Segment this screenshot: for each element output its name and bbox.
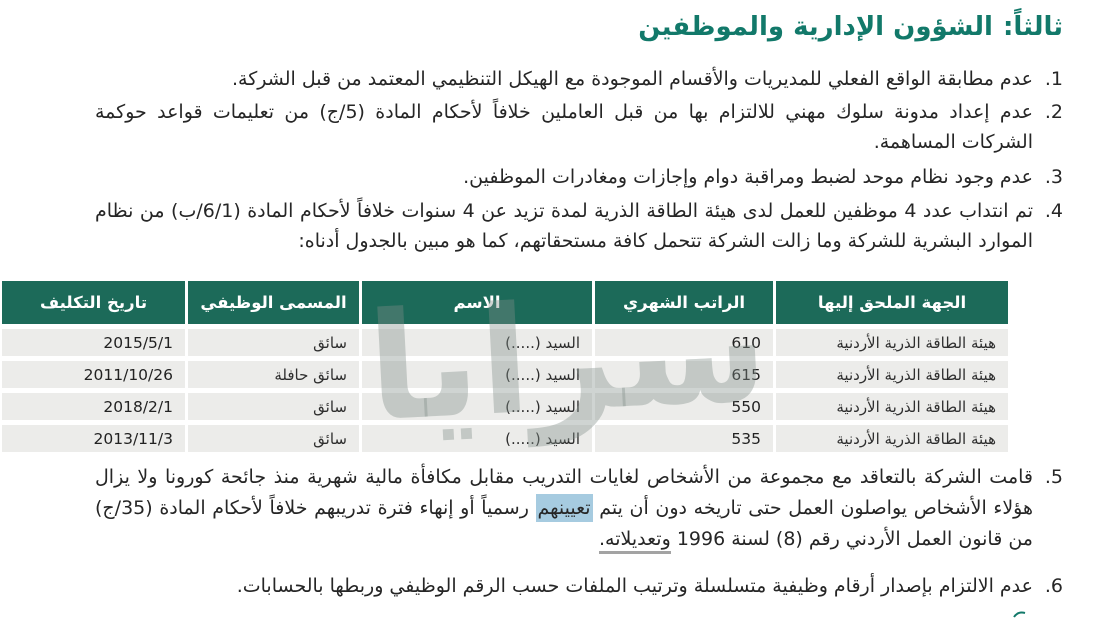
list-item-3: 3. عدم وجود نظام موحد لضبط ومراقبة دوام … xyxy=(95,162,1063,192)
table-cell: سائق xyxy=(188,393,359,420)
table-cell: 2015/5/1 xyxy=(2,329,185,356)
column-header-name: الاسم xyxy=(362,281,592,324)
column-header-agency: الجهة الملحق إليها xyxy=(776,281,1008,324)
list-item-1: 1. عدم مطابقة الواقع الفعلي للمديريات وا… xyxy=(95,64,1063,94)
table-cell: 2011/10/26 xyxy=(2,361,185,388)
table-cell: هيئة الطاقة الذرية الأردنية xyxy=(776,361,1008,388)
column-header-salary: الراتب الشهري xyxy=(595,281,773,324)
section-number-label: ثالثاً: xyxy=(1002,12,1063,42)
numbered-list-bottom: 5. قامت الشركة بالتعاقد مع مجموعة من الأ… xyxy=(95,462,1063,601)
table-cell: 535 xyxy=(595,425,773,452)
item-number: 2. xyxy=(1044,101,1063,123)
column-header-assignment-date: تاريخ التكليف xyxy=(2,281,185,324)
underlined-word: وتعديلاته. xyxy=(599,528,671,554)
item-text: عدم وجود نظام موحد لضبط ومراقبة دوام وإج… xyxy=(463,166,1033,188)
item-number: 4. xyxy=(1044,200,1063,222)
section-heading: ثالثاً: الشؤون الإدارية والموظفين xyxy=(638,8,1063,46)
item-number: 5. xyxy=(1044,466,1063,488)
table-cell: السيد (.....) xyxy=(362,361,592,388)
table-cell: السيد (.....) xyxy=(362,329,592,356)
table-cell: هيئة الطاقة الذرية الأردنية xyxy=(776,393,1008,420)
list-item-2: 2. عدم إعداد مدونة سلوك مهني للالتزام به… xyxy=(95,97,1063,157)
list-item-4: 4. تم انتداب عدد 4 موظفين للعمل لدى هيئة… xyxy=(95,196,1063,256)
item-text: عدم إعداد مدونة سلوك مهني للالتزام بها م… xyxy=(95,101,1033,153)
section-title: الشؤون الإدارية والموظفين xyxy=(638,12,993,42)
list-item-5: 5. قامت الشركة بالتعاقد مع مجموعة من الأ… xyxy=(95,462,1063,555)
diacritic-mark-icon xyxy=(1013,611,1026,618)
table-cell: 2018/2/1 xyxy=(2,393,185,420)
item-text: عدم مطابقة الواقع الفعلي للمديريات والأق… xyxy=(232,68,1033,90)
next-section-partial-mark xyxy=(1013,604,1027,623)
column-header-job-title: المسمى الوظيفي xyxy=(188,281,359,324)
table-cell: السيد (.....) xyxy=(362,425,592,452)
table-cell: السيد (.....) xyxy=(362,393,592,420)
item-text: عدم الالتزام بإصدار أرقام وظيفية متسلسلة… xyxy=(236,575,1033,597)
table-cell: سائق xyxy=(188,329,359,356)
numbered-list-top: 1. عدم مطابقة الواقع الفعلي للمديريات وا… xyxy=(95,64,1063,256)
table-cell: سائق حافلة xyxy=(188,361,359,388)
table-cell: 610 xyxy=(595,329,773,356)
item-number: 1. xyxy=(1044,68,1063,90)
item-text-part-1: قامت الشركة بالتعاقد مع مجموعة من الأشخا… xyxy=(95,466,1034,519)
item-text: تم انتداب عدد 4 موظفين للعمل لدى هيئة ال… xyxy=(95,200,1033,252)
table-cell: 550 xyxy=(595,393,773,420)
secondment-table-wrap: الجهة الملحق إليها الراتب الشهري الاسم ا… xyxy=(2,281,1008,452)
table-cell: هيئة الطاقة الذرية الأردنية xyxy=(776,329,1008,356)
table-cell: 615 xyxy=(595,361,773,388)
secondment-table: الجهة الملحق إليها الراتب الشهري الاسم ا… xyxy=(2,281,1008,452)
highlighted-word: تعيينهم xyxy=(535,494,593,522)
table-cell: سائق xyxy=(188,425,359,452)
list-item-6: 6. عدم الالتزام بإصدار أرقام وظيفية متسل… xyxy=(95,571,1063,601)
item-number: 3. xyxy=(1044,166,1063,188)
item-number: 6. xyxy=(1044,575,1063,597)
table-cell: هيئة الطاقة الذرية الأردنية xyxy=(776,425,1008,452)
item-text-part-2: رسمياً أو إنهاء فترة تدريبهم خلافاً لأحك… xyxy=(95,497,1033,550)
table-cell: 2013/11/3 xyxy=(2,425,185,452)
